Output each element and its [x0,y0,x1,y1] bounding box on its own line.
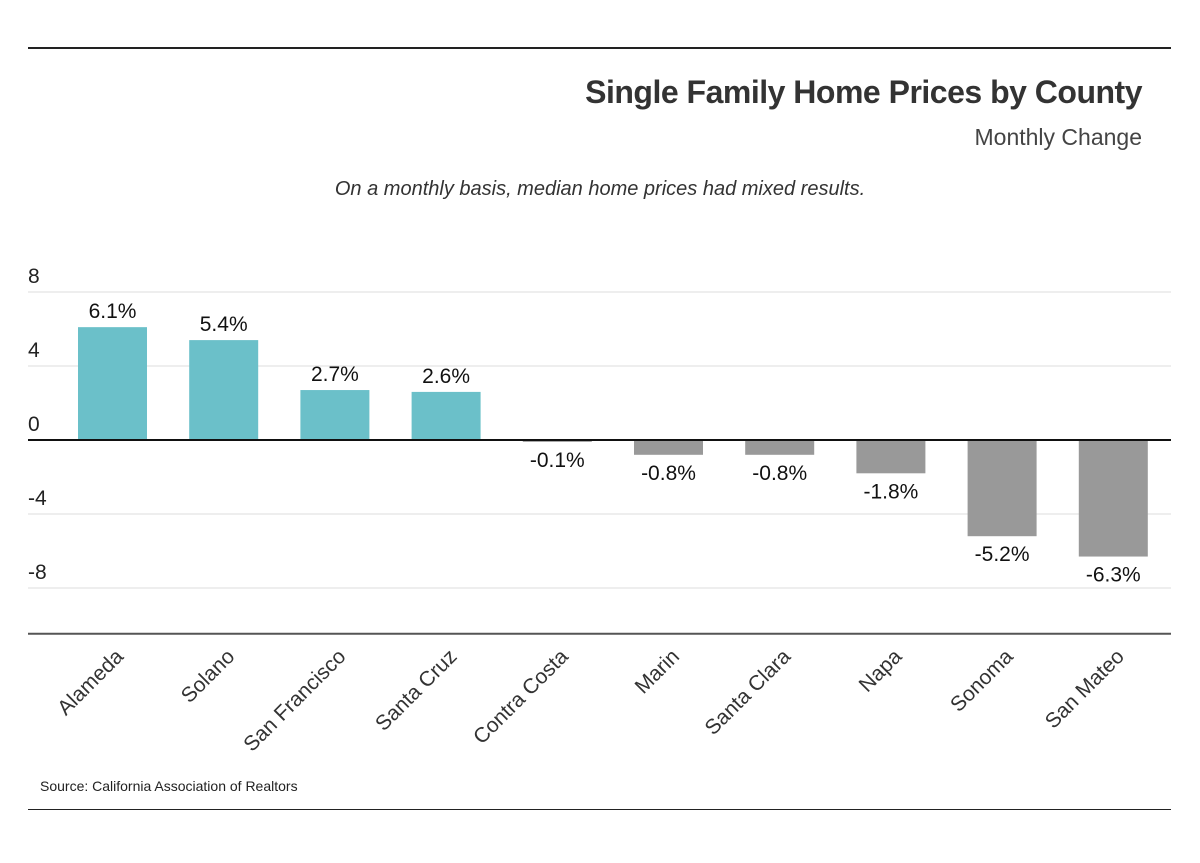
x-tick-label: Solano [177,645,240,708]
data-label: -5.2% [975,543,1030,566]
x-tick-label: Marin [631,645,684,698]
data-label: -6.3% [1086,564,1141,587]
x-tick-label: Santa Cruz [371,645,462,736]
bar [1078,440,1148,557]
x-tick-label: Napa [855,645,907,697]
data-label: -0.1% [530,449,585,472]
bar [634,440,703,455]
x-tick-label: Contra Costa [469,645,573,749]
bar [189,340,259,440]
bar [745,440,815,455]
y-tick-label: 0 [28,413,40,436]
x-tick-label: Santa Clara [701,645,796,740]
data-label: 2.7% [311,363,359,386]
y-tick-label: 8 [28,265,40,288]
y-tick-label: 4 [28,339,40,362]
data-label: 5.4% [200,313,248,336]
data-label: -0.8% [752,462,807,485]
bar [856,440,926,474]
data-label: 2.6% [422,365,470,388]
bar [967,440,1037,537]
y-tick-label: -4 [28,487,47,510]
x-tick-label: San Mateo [1041,645,1129,733]
bar [300,390,370,440]
x-tick-label: Sonoma [946,645,1018,717]
source-note: Source: California Association of Realto… [40,778,298,794]
bar [78,327,147,440]
bottom-rule [28,809,1171,810]
y-tick-label: -8 [28,561,47,584]
data-label: -1.8% [863,480,918,503]
x-tick-label: Alameda [53,645,128,720]
data-label: 6.1% [89,300,137,323]
chart-caption: On a monthly basis, median home prices h… [334,178,866,200]
bar [411,391,481,440]
chart-subtitle: Monthly Change [974,124,1143,150]
x-tick-label: San Francisco [239,645,350,756]
data-label: -0.8% [641,462,696,485]
top-rule [28,47,1171,49]
chart-title: Single Family Home Prices by County [585,74,1142,110]
